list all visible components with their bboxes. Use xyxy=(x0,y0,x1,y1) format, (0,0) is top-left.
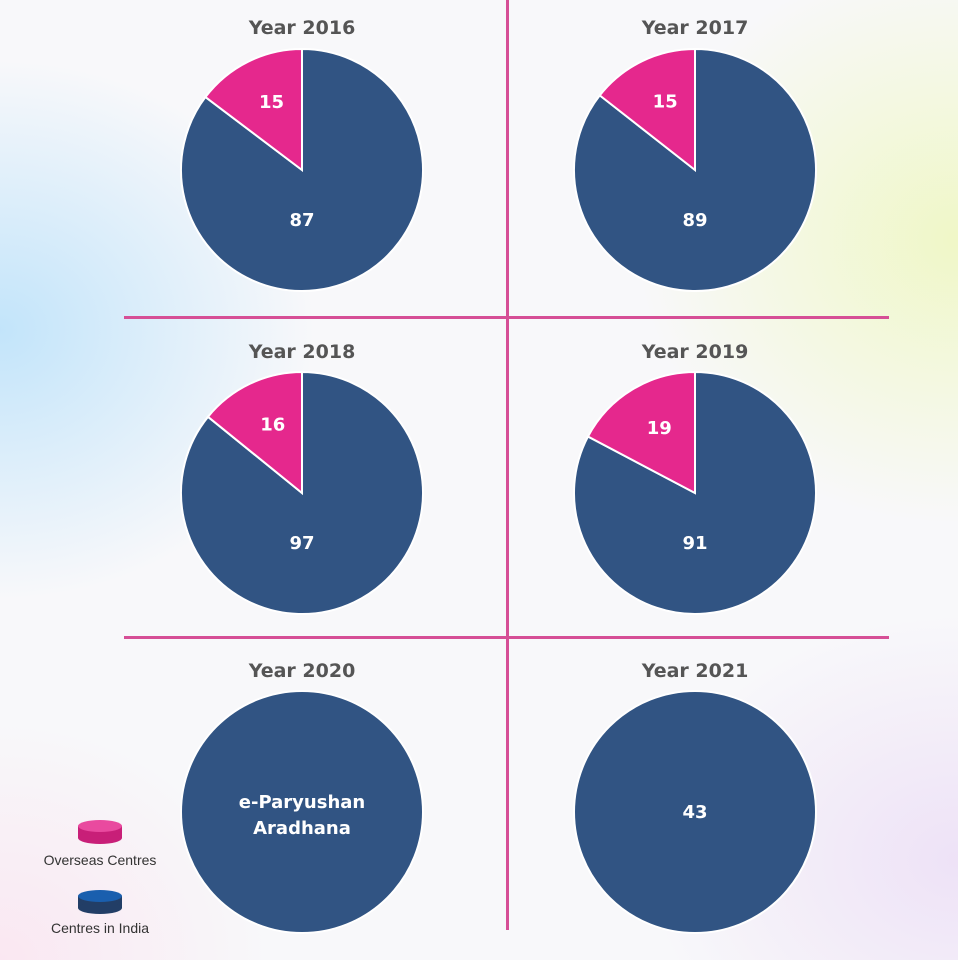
divider-vertical xyxy=(506,0,509,930)
pie-slice-overseas xyxy=(586,370,696,495)
pie-panel-4: Year 2019 19 91 xyxy=(573,341,817,615)
pie-panel-2: Year 2017 15 89 xyxy=(573,17,817,292)
pie-title: Year 2021 xyxy=(641,660,749,682)
pie-slice-overseas xyxy=(206,370,303,496)
pie-slice-india xyxy=(573,47,817,292)
pie-title: Year 2019 xyxy=(641,341,749,363)
pie-panel-6: Year 2021 43 xyxy=(573,660,817,934)
value-label-overseas: 19 xyxy=(647,418,672,439)
pie-panel-5: Year 2020 e-Paryushan Aradhana xyxy=(180,660,424,934)
value-label-overseas: 16 xyxy=(260,414,285,435)
blue-cylinder-icon xyxy=(78,890,122,914)
pie-slice-india xyxy=(573,690,817,934)
value-label-india: 87 xyxy=(289,210,314,231)
legend-label-overseas: Overseas Centres xyxy=(44,852,157,868)
pie-panel-1: Year 2016 15 87 xyxy=(180,17,424,292)
value-label-overseas: 15 xyxy=(259,92,284,113)
value-label-india: 91 xyxy=(682,533,707,554)
pie-slice-overseas xyxy=(598,47,696,173)
note-label-line-2: Aradhana xyxy=(253,818,351,839)
value-label-india: 97 xyxy=(289,533,314,554)
pie-panel-3: Year 2018 16 97 xyxy=(180,341,424,615)
legend-item-overseas: Overseas Centres xyxy=(44,820,157,868)
note-label-line-1: e-Paryushan xyxy=(239,792,365,813)
pie-slice-india xyxy=(180,690,424,934)
value-label-overseas: 15 xyxy=(653,92,678,113)
legend-item-india: Centres in India xyxy=(51,890,149,936)
divider-horizontal-bottom xyxy=(124,636,889,639)
pie-title: Year 2020 xyxy=(248,660,356,682)
pie-title: Year 2017 xyxy=(641,17,749,39)
legend-label-india: Centres in India xyxy=(51,920,149,936)
value-label-india: 43 xyxy=(682,802,707,823)
pie-title: Year 2016 xyxy=(248,17,356,39)
pie-slice-overseas xyxy=(204,47,303,173)
pink-cylinder-icon xyxy=(78,820,122,844)
legend: Overseas Centres Centres in India xyxy=(44,820,157,936)
value-label-india: 89 xyxy=(682,210,707,231)
divider-horizontal-top xyxy=(124,316,889,319)
pie-title: Year 2018 xyxy=(248,341,356,363)
